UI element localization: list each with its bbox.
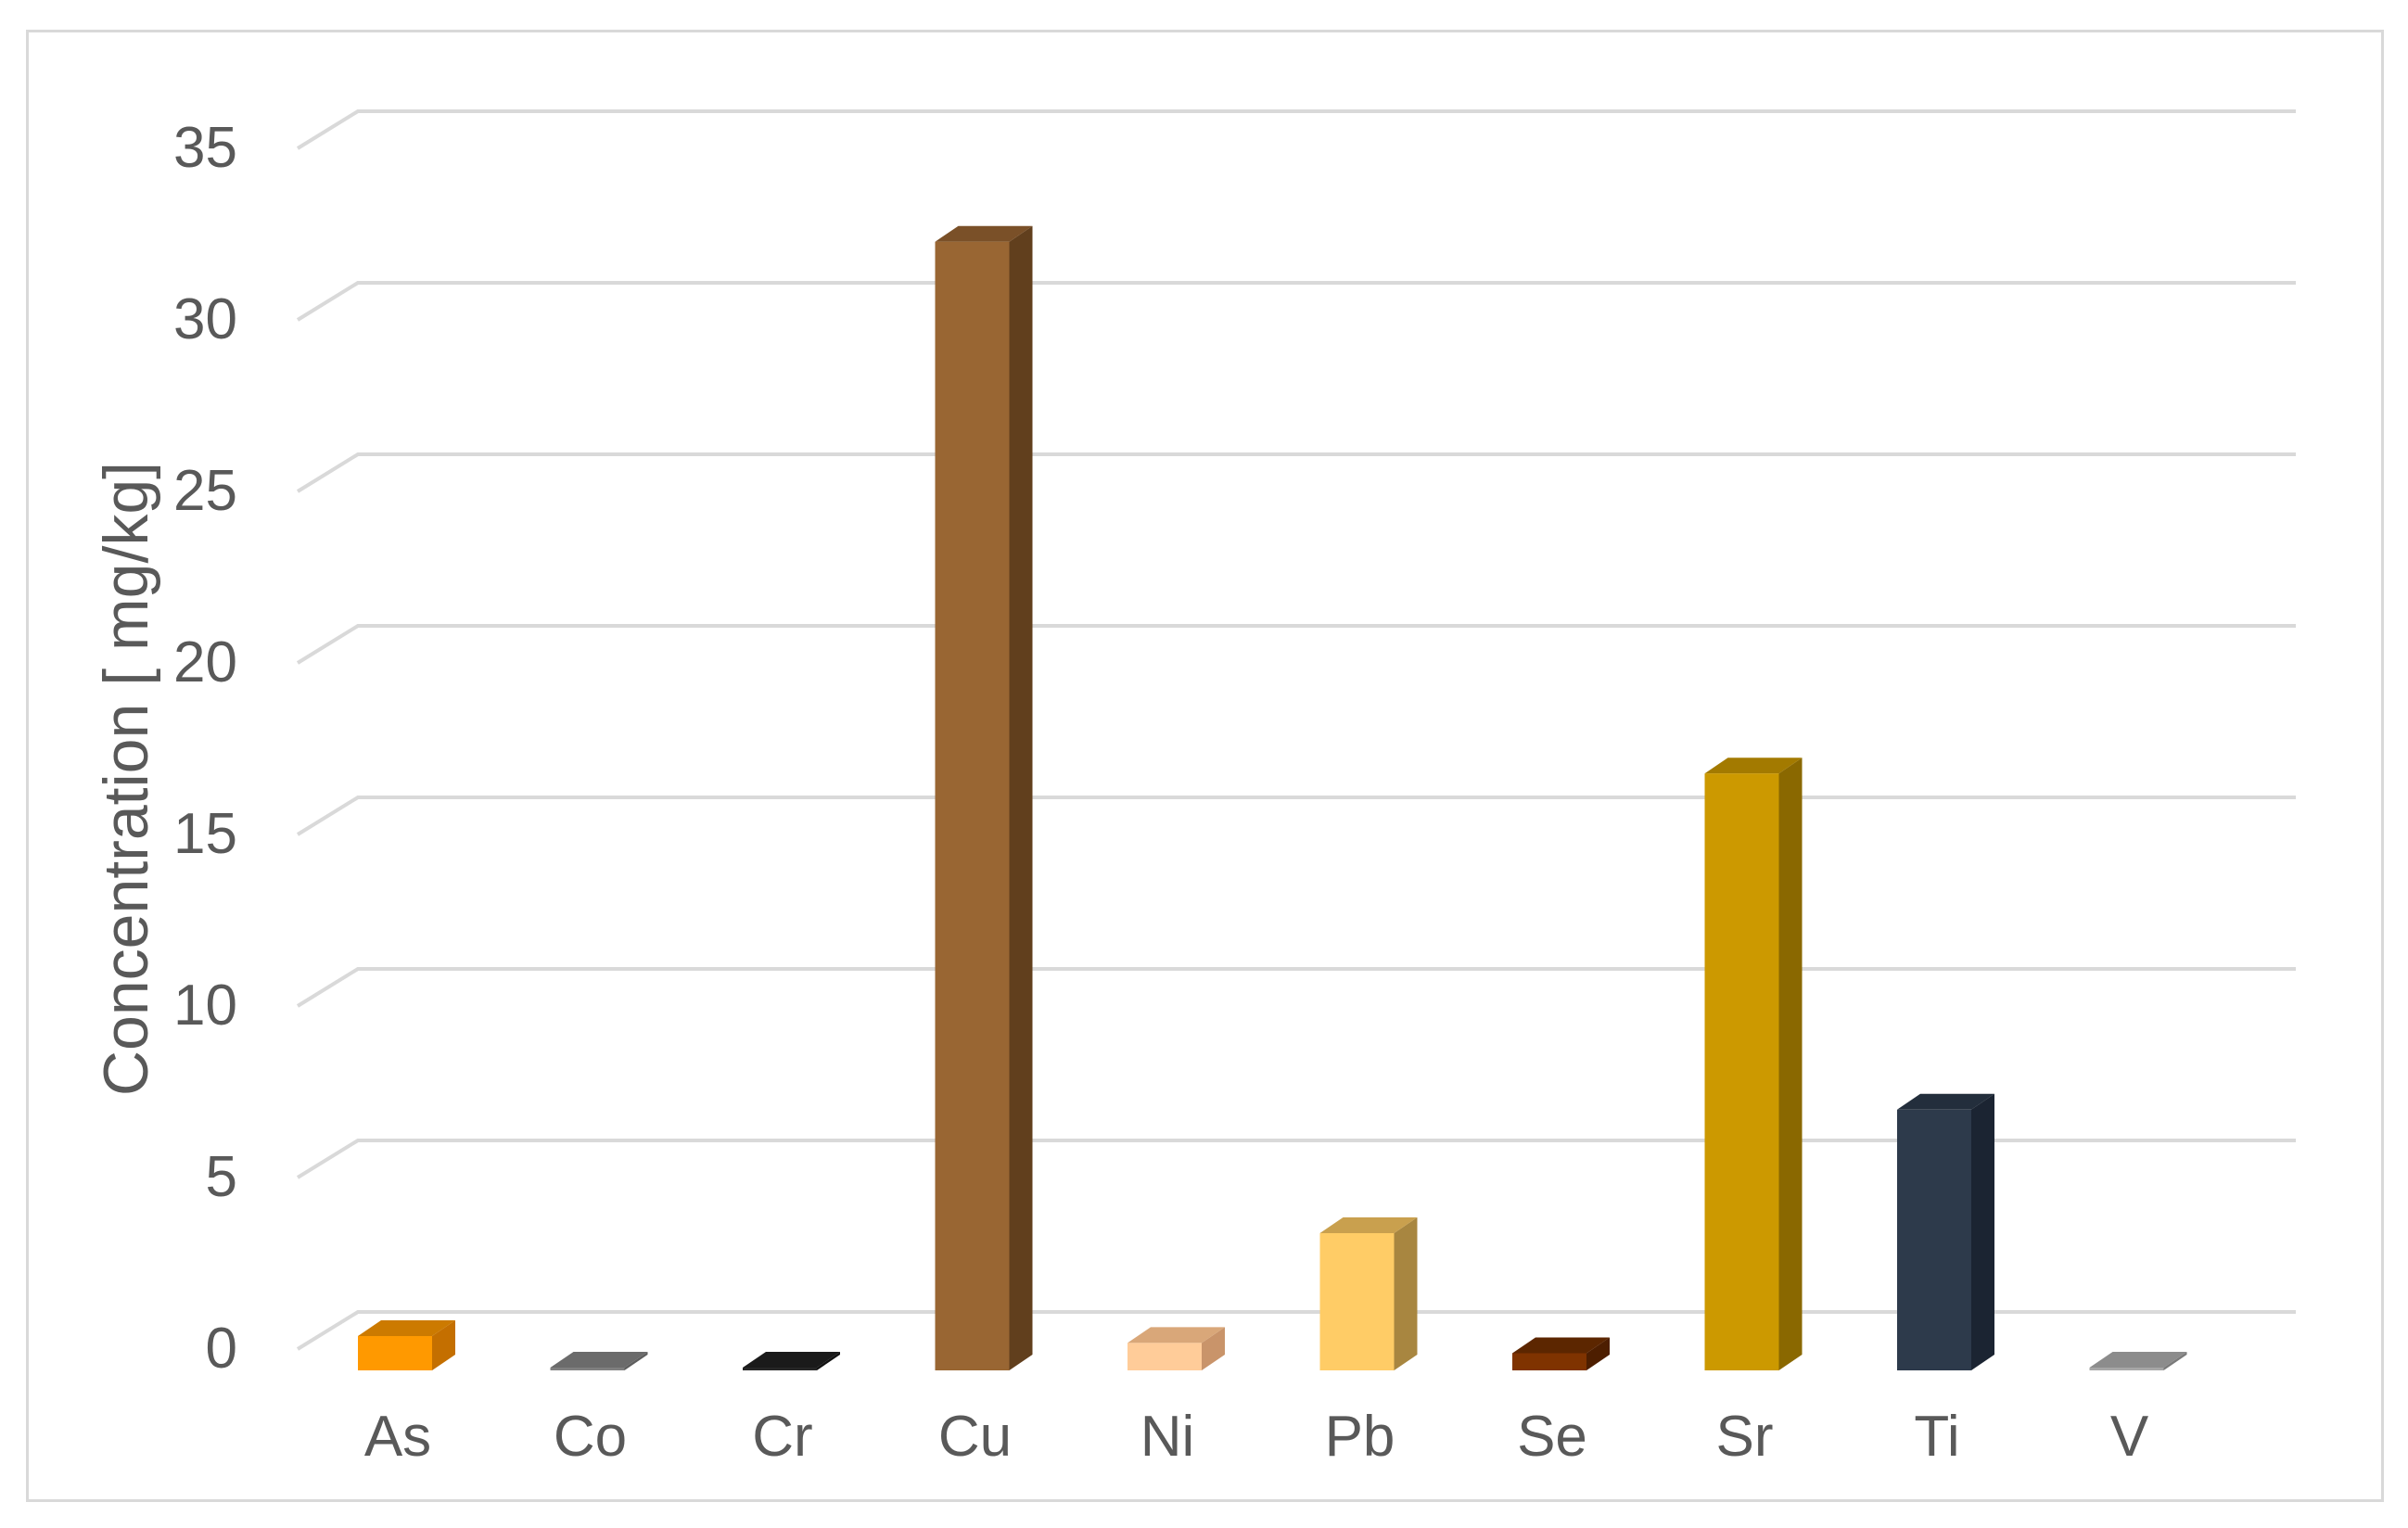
gridline [296,796,2296,836]
bar-top [2089,1352,2187,1368]
bar-top [1704,758,1803,774]
bar-top [358,1320,455,1336]
bar-top [1512,1337,1610,1354]
bar-side [817,1352,840,1370]
bar-front [935,241,1010,1371]
y-tick-label: 10 [173,974,237,1038]
bar-se [1512,1337,1610,1370]
bar-front [358,1336,432,1370]
bar-front [1319,1233,1395,1370]
x-axis-ticks: As Co Cr Cu Ni Pb Se Sr Ti V [364,1405,2149,1469]
y-axis-ticks: 0 5 10 15 20 25 30 35 [173,116,237,1381]
bar-side [2163,1352,2187,1370]
chart-frame: 0 5 10 15 20 25 30 35 As Co Cr Cu Ni Pb Se Sr Ti V Conce… [26,30,2384,1502]
gridline [296,624,2296,665]
bar-top [935,225,1033,242]
x-tick-label: Co [554,1405,627,1469]
y-axis-title: Concentration [ mg/kg] [91,462,161,1096]
bar-side [1394,1217,1418,1370]
bar-front [743,1368,817,1370]
x-tick-label: As [364,1405,431,1469]
bar-sr [1704,758,1803,1370]
bar-ti [1897,1093,1994,1370]
bar-front [1512,1353,1586,1370]
bar-front [2089,1368,2164,1370]
bar-side [1586,1337,1610,1370]
gridline [296,281,2296,322]
y-tick-label: 0 [206,1317,237,1381]
bar-side [624,1352,648,1370]
bar-co [550,1352,648,1370]
y-tick-label: 25 [173,459,237,523]
bar-side [432,1320,455,1370]
bar-top [743,1352,840,1368]
bar-top [1897,1093,1994,1110]
bar-v [2089,1352,2187,1370]
x-tick-label: Se [1517,1405,1587,1469]
gridline [296,1310,2296,1351]
bar-ni [1128,1327,1225,1370]
gridlines [296,109,2296,1351]
gridline [296,452,2296,493]
x-tick-label: Cu [938,1405,1012,1469]
bar-side [1778,758,1803,1370]
bar-front [550,1368,625,1370]
y-tick-label: 30 [173,287,237,351]
y-tick-label: 15 [173,802,237,866]
bar-front [1897,1109,1971,1370]
x-tick-label: Sr [1716,1405,1774,1469]
bars [358,225,2187,1371]
gridline [296,109,2296,150]
y-tick-label: 5 [206,1145,237,1209]
bar-side [1009,225,1033,1371]
bar-front [1704,773,1779,1370]
y-tick-label: 20 [173,630,237,694]
x-tick-label: Pb [1325,1405,1395,1469]
bar-as [358,1320,455,1370]
bar-side [1202,1327,1225,1370]
bar-top [1128,1327,1225,1343]
y-tick-label: 35 [173,116,237,180]
x-tick-label: V [2110,1405,2149,1469]
bar-pb [1319,1217,1418,1370]
bar-cr [743,1352,840,1370]
x-tick-label: Cr [752,1405,812,1469]
bar-side [1971,1093,1994,1370]
bar-chart: 0 5 10 15 20 25 30 35 As Co Cr Cu Ni Pb Se Sr Ti V Conce… [91,109,2296,1469]
gridline [296,1139,2296,1179]
gridline [296,967,2296,1008]
x-tick-label: Ti [1914,1405,1959,1469]
bar-top [1319,1217,1418,1233]
bar-front [1128,1343,1202,1370]
x-tick-label: Ni [1140,1405,1195,1469]
bar-cu [935,225,1033,1371]
bar-top [550,1352,648,1368]
